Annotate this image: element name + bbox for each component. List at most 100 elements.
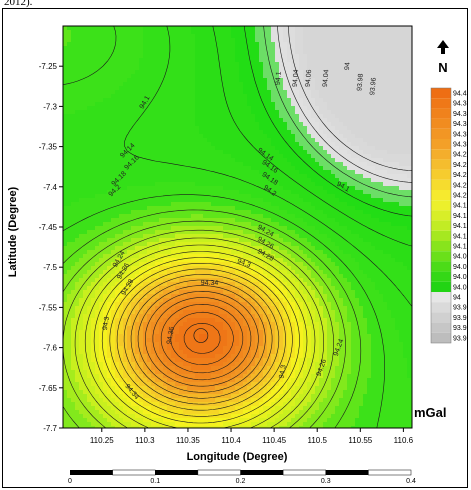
legend-swatch [431, 128, 451, 139]
contour-line [63, 209, 362, 428]
x-tick-label: 110.35 [176, 436, 200, 445]
y-tick-label: -7.6 [43, 344, 57, 353]
legend-swatch [431, 159, 451, 170]
legend-swatch [431, 292, 451, 303]
scale-segment [325, 470, 369, 475]
contour-label: 94.3 [102, 316, 111, 331]
contour-line [93, 251, 308, 428]
contour-line [137, 285, 266, 393]
legend-label: 94.0 [453, 264, 467, 271]
legend-unit: mGal [414, 405, 447, 420]
legend-swatch [431, 230, 451, 241]
legend-swatch [431, 220, 451, 231]
legend-label: 94.0 [453, 274, 467, 281]
x-tick-label: 110.6 [394, 436, 414, 445]
legend-label: 94.2 [453, 193, 467, 200]
legend-label: 94.1 [453, 244, 467, 251]
scale-segment [240, 470, 284, 475]
contour-label: 94 [344, 62, 352, 70]
y-tick-label: -7.55 [39, 303, 58, 312]
contour-line [243, 26, 412, 217]
contour-label: 94.06 [305, 69, 314, 87]
contour-line [183, 323, 221, 354]
legend-label: 93.9 [453, 325, 467, 332]
north-arrow-icon [437, 40, 449, 54]
legend-swatch [431, 302, 451, 313]
contour-line [124, 26, 412, 308]
scale-label: 0.4 [406, 478, 416, 485]
contour-label: 94.1 [275, 71, 283, 85]
legend-swatch [431, 271, 451, 282]
x-tick-label: 110.45 [262, 436, 286, 445]
legend-swatch [431, 251, 451, 262]
y-tick-label: -7.65 [39, 384, 58, 393]
map-figure-frame [2, 8, 468, 488]
contour-line [63, 26, 385, 428]
scale-label: 0.3 [321, 478, 331, 485]
contour-line [170, 311, 234, 365]
legend-label: 94.0 [453, 284, 467, 291]
legend-label: 94.3 [453, 121, 467, 128]
contour-lines [63, 26, 412, 428]
scale-segment [70, 470, 113, 475]
scale-segment [155, 470, 198, 475]
legend-label: 94.2 [453, 152, 467, 159]
contour-line [63, 229, 334, 428]
legend-swatch [431, 312, 451, 323]
legend-border [430, 87, 452, 344]
contour-label: 94.36 [166, 326, 176, 345]
legend-swatch [431, 139, 451, 150]
scale-segment [368, 469, 412, 476]
legend-swatch [431, 210, 451, 221]
contour-line [84, 244, 316, 428]
contour-line [152, 297, 252, 381]
y-tick-label: -7.25 [39, 62, 58, 71]
north-label: N [438, 60, 447, 75]
legend-label: 94.2 [453, 172, 467, 179]
scale-segment [197, 469, 241, 476]
y-tick-label: -7.4 [43, 183, 57, 192]
y-axis-title: Latitude (Degree) [7, 186, 19, 277]
contour-field [63, 26, 412, 428]
contour-line [63, 220, 346, 428]
contour-line [130, 279, 273, 399]
legend-label: 93.9 [453, 315, 467, 322]
contour-label: 94.3 [236, 258, 251, 269]
legend-label: 94.3 [453, 101, 467, 108]
peak-contour [193, 328, 209, 343]
contour-line [287, 26, 412, 171]
legend-swatch [431, 281, 451, 292]
color-legend: 94.4 94.3 94.3 94.3 94.3 94.3 94.2 94.2 94.2 94.2… [430, 87, 467, 344]
legend-label: 94.1 [453, 233, 467, 240]
contour-line [123, 274, 280, 405]
scale-segment [282, 469, 326, 476]
axes: 110.25 110.3 110.35 110.4 110.45 110.5 110.55 1… [39, 62, 414, 445]
contour-label: 94.04 [292, 69, 301, 87]
legend-swatch [431, 98, 451, 109]
legend-swatch [431, 118, 451, 129]
scale-label: 0 [68, 478, 72, 485]
legend-swatch [431, 241, 451, 252]
scale-bar: 0 0.1 0.2 0.3 0.4 [68, 469, 416, 485]
legend-label: 94.0 [453, 254, 467, 261]
scale-label: 0.1 [150, 478, 160, 485]
legend-swatch [431, 149, 451, 160]
legend-swatch [431, 88, 451, 99]
contour-line [74, 237, 324, 428]
x-tick-label: 110.4 [221, 436, 241, 445]
contour-line [160, 304, 244, 374]
legend-label: 94.1 [453, 223, 467, 230]
legend-swatch [431, 261, 451, 272]
legend-swatch [431, 169, 451, 180]
legend-label: 93.9 [453, 335, 467, 342]
legend-swatch [431, 332, 451, 343]
y-tick-label: -7.3 [43, 102, 57, 111]
legend-label: 93.9 [453, 305, 467, 312]
contour-label: 94.3 [278, 364, 287, 379]
contour-line [277, 26, 412, 183]
scale-segment [112, 469, 156, 476]
legend-label: 94.1 [453, 213, 467, 220]
x-tick-label: 110.3 [135, 436, 155, 445]
legend-label: 94.3 [453, 111, 467, 118]
x-tick-label: 110.5 [307, 436, 327, 445]
